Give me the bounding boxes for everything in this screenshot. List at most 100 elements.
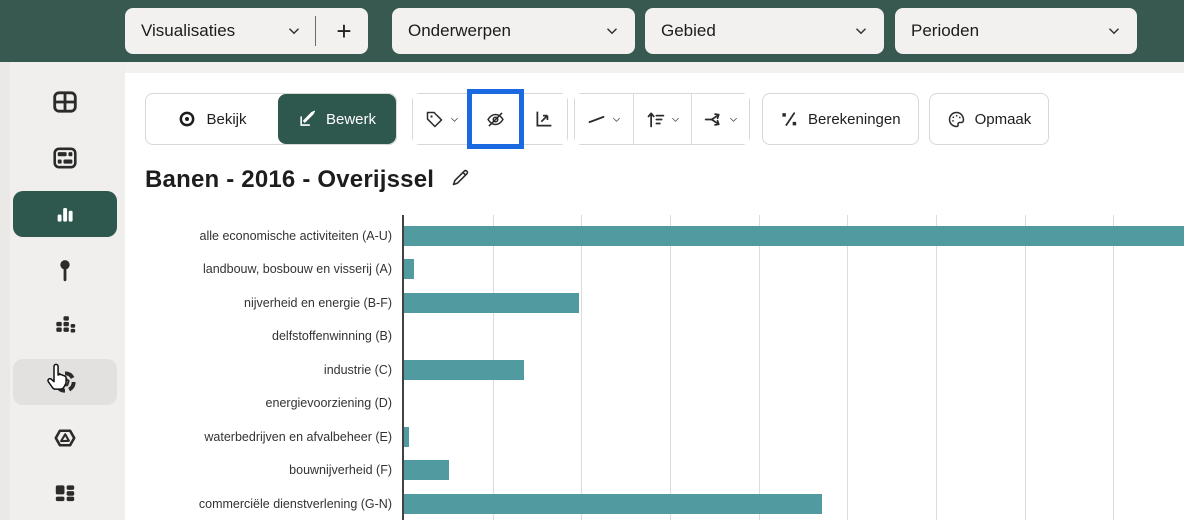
category-label: industrie (C): [125, 363, 392, 377]
edit-title-button[interactable]: [450, 167, 471, 193]
chevron-down-icon: [285, 22, 303, 40]
view-edit-group: Bekijk Bewerk: [145, 93, 397, 145]
tag-icon: [424, 109, 445, 130]
bewerk-label: Bewerk: [326, 111, 376, 128]
bar[interactable]: [404, 460, 449, 480]
chevron-down-icon: [1105, 22, 1123, 40]
visualisaties-dropdown[interactable]: Visualisaties +: [125, 8, 368, 54]
bekijk-button[interactable]: Bekijk: [146, 94, 278, 144]
sort-icon: [645, 109, 666, 130]
split-branch-icon: [703, 109, 724, 130]
chart-row: commerciële dienstverlening (G-N): [125, 487, 1184, 521]
perioden-label: Perioden: [911, 21, 1095, 41]
bar-track: [404, 293, 1184, 313]
tag-button[interactable]: [413, 94, 471, 144]
bar-chart-icon: [52, 201, 78, 227]
chevron-down-icon: [852, 22, 870, 40]
bar[interactable]: [404, 427, 409, 447]
sort-button[interactable]: [633, 94, 691, 144]
category-label: waterbedrijven en afvalbeheer (E): [125, 430, 392, 444]
bar-chart: alle economische activiteiten (A-U) landb…: [125, 212, 1184, 520]
chart-row: industrie (C): [125, 353, 1184, 387]
opmaak-label: Opmaak: [975, 111, 1032, 128]
stacked-bars-icon: [52, 313, 78, 339]
axes-arrow-icon: [533, 109, 554, 130]
bar[interactable]: [404, 226, 1184, 246]
page-title: Banen - 2016 - Overijssel: [145, 166, 434, 194]
sidebar-item-table-layout[interactable]: [13, 135, 117, 181]
bar[interactable]: [404, 494, 822, 514]
chart-row: bouwnijverheid (F): [125, 454, 1184, 488]
category-label: bouwnijverheid (F): [125, 463, 392, 477]
sidebar-item-table[interactable]: [13, 79, 117, 125]
split-button[interactable]: [691, 94, 749, 144]
mouse-cursor-hand: [44, 363, 70, 393]
bar-track: [404, 460, 1184, 480]
pencil-icon: [450, 167, 471, 188]
bar-track: [404, 326, 1184, 346]
top-strip: [125, 62, 1184, 73]
chevron-down-icon: [603, 22, 621, 40]
table-icon: [52, 89, 78, 115]
category-label: alle economische activiteiten (A-U): [125, 229, 392, 243]
eye-slash-icon: [485, 109, 506, 130]
chevron-down-icon: [611, 114, 622, 125]
palette-icon: [947, 110, 966, 129]
gebied-label: Gebied: [661, 21, 842, 41]
bar[interactable]: [404, 259, 414, 279]
sidebar-item-bar-chart[interactable]: [13, 191, 117, 237]
title-row: Banen - 2016 - Overijssel: [145, 166, 471, 194]
category-label: nijverheid en energie (B-F): [125, 296, 392, 310]
axes-button[interactable]: [519, 94, 567, 144]
chevron-down-icon: [449, 114, 460, 125]
trend-line-button[interactable]: [575, 94, 633, 144]
bar[interactable]: [404, 360, 524, 380]
chevron-down-icon: [728, 114, 739, 125]
map-pin-icon: [52, 257, 78, 283]
bar-track: [404, 494, 1184, 514]
sidebar-item-map-pin[interactable]: [13, 247, 117, 293]
table-layout-icon: [52, 145, 78, 171]
chevron-down-icon: [670, 114, 681, 125]
hide-series-button-highlighted[interactable]: [471, 94, 519, 144]
category-label: energievoorziening (D): [125, 396, 392, 410]
chart-row: delfstoffenwinning (B): [125, 320, 1184, 354]
berekeningen-label: Berekeningen: [808, 111, 901, 128]
opmaak-button[interactable]: Opmaak: [929, 93, 1050, 145]
bar-track: [404, 226, 1184, 246]
perioden-dropdown[interactable]: Perioden: [895, 8, 1137, 54]
percent-calc-icon: [780, 110, 799, 129]
toolbar: Bekijk Bewerk: [145, 93, 1184, 145]
chart-row: alle economische activiteiten (A-U): [125, 219, 1184, 253]
visualisaties-label: Visualisaties: [141, 21, 275, 41]
chart-row: waterbedrijven en afvalbeheer (E): [125, 420, 1184, 454]
bar-track: [404, 427, 1184, 447]
app-header: Visualisaties + Onderwerpen Gebied Perio…: [0, 0, 1184, 62]
edit-pencil-square-icon: [298, 110, 317, 129]
chart-row: nijverheid en energie (B-F): [125, 286, 1184, 320]
trend-line-icon: [586, 109, 607, 130]
bar-track: [404, 393, 1184, 413]
hexagon-map-icon: [52, 425, 78, 451]
icon-group-1: [412, 93, 568, 145]
sidebar-item-hexagon-map[interactable]: [13, 415, 117, 461]
main-panel: Bekijk Bewerk: [125, 62, 1184, 520]
sidebar-item-cards-layout[interactable]: [13, 471, 117, 517]
divider: [315, 16, 316, 46]
bar-track: [404, 360, 1184, 380]
berekeningen-button[interactable]: Berekeningen: [762, 93, 919, 145]
chart-rows: alle economische activiteiten (A-U) landb…: [125, 219, 1184, 521]
bar[interactable]: [404, 293, 579, 313]
sidebar-item-stacked-bars[interactable]: [13, 303, 117, 349]
cards-layout-icon: [52, 481, 78, 507]
bewerk-button[interactable]: Bewerk: [278, 94, 396, 144]
icon-group-2: [574, 93, 750, 145]
gebied-dropdown[interactable]: Gebied: [645, 8, 884, 54]
sidebar: [0, 62, 125, 520]
eye-icon: [177, 109, 197, 129]
bekijk-label: Bekijk: [206, 111, 246, 128]
category-label: commerciële dienstverlening (G-N): [125, 497, 392, 511]
onderwerpen-dropdown[interactable]: Onderwerpen: [392, 8, 635, 54]
chart-row: landbouw, bosbouw en visserij (A): [125, 253, 1184, 287]
add-visualisation-button[interactable]: +: [320, 8, 368, 54]
